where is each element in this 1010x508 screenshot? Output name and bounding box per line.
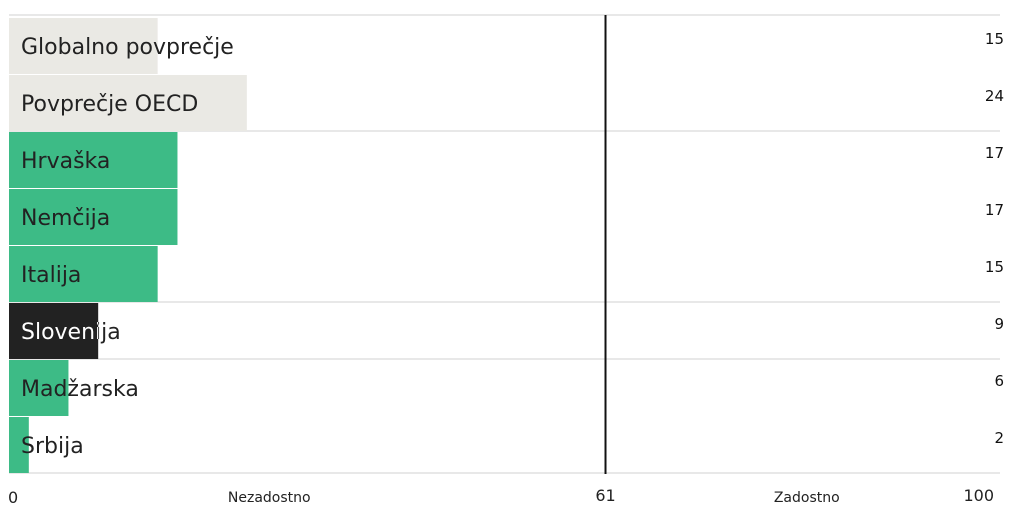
category-label: Globalno povprečje (21, 35, 234, 60)
x-axis: 0 61 100 Nezadostno Zadostno (8, 486, 994, 507)
bar (9, 417, 29, 473)
bar (9, 189, 178, 245)
bar (9, 246, 158, 302)
category-label: Nemčija (21, 206, 110, 231)
value-label: 9 (994, 315, 1004, 333)
bar (9, 360, 69, 416)
category-label: Madžarska (21, 377, 139, 402)
category-label: Srbija (21, 434, 84, 459)
x-zone-label: Nezadostno (228, 490, 311, 506)
value-label: 6 (994, 372, 1004, 390)
category-label-highlight: Slovenija (21, 320, 121, 345)
value-label: 15 (985, 258, 1004, 276)
x-tick-label: 0 (8, 488, 18, 507)
bars (9, 18, 247, 473)
value-label: 15 (985, 30, 1004, 48)
bar (9, 132, 178, 188)
category-label: Slovenija (21, 320, 121, 345)
value-label: 17 (985, 144, 1004, 162)
bar (9, 18, 158, 74)
category-label: Povprečje OECD (21, 92, 198, 117)
bar-labels: Globalno povprečje Povprečje OECD Hrvaška N… (21, 35, 234, 459)
x-tick-label: 100 (963, 486, 994, 505)
x-zone-label: Zadostno (774, 490, 840, 506)
value-label: 24 (985, 87, 1004, 105)
x-tick-label: 61 (595, 486, 615, 505)
category-label: Hrvaška (21, 149, 110, 174)
bar (9, 303, 99, 359)
bar (9, 75, 247, 131)
value-labels: 15 24 17 17 15 9 6 2 (985, 30, 1004, 447)
value-label: 17 (985, 201, 1004, 219)
category-label: Italija (21, 263, 81, 288)
value-label: 2 (994, 429, 1004, 447)
